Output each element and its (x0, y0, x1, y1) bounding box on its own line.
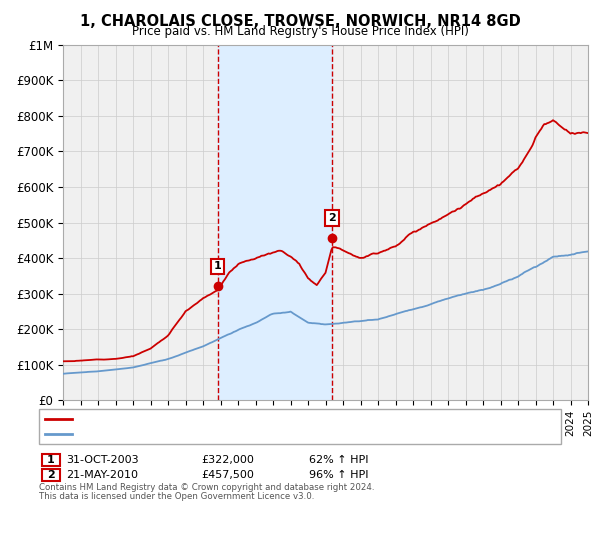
Text: 1: 1 (214, 262, 221, 272)
Text: This data is licensed under the Open Government Licence v3.0.: This data is licensed under the Open Gov… (39, 492, 314, 501)
Text: 96% ↑ HPI: 96% ↑ HPI (309, 470, 368, 480)
Text: HPI: Average price, detached house, South Norfolk: HPI: Average price, detached house, Sout… (78, 429, 342, 439)
Text: Price paid vs. HM Land Registry's House Price Index (HPI): Price paid vs. HM Land Registry's House … (131, 25, 469, 38)
Text: 1, CHAROLAIS CLOSE, TROWSE, NORWICH, NR14 8GD (detached house): 1, CHAROLAIS CLOSE, TROWSE, NORWICH, NR1… (78, 413, 454, 423)
Text: £322,000: £322,000 (201, 455, 254, 465)
Text: 21-MAY-2010: 21-MAY-2010 (66, 470, 138, 480)
Text: 62% ↑ HPI: 62% ↑ HPI (309, 455, 368, 465)
Text: 1, CHAROLAIS CLOSE, TROWSE, NORWICH, NR14 8GD: 1, CHAROLAIS CLOSE, TROWSE, NORWICH, NR1… (80, 14, 520, 29)
Text: 2: 2 (328, 213, 336, 223)
Text: Contains HM Land Registry data © Crown copyright and database right 2024.: Contains HM Land Registry data © Crown c… (39, 483, 374, 492)
Text: £457,500: £457,500 (201, 470, 254, 480)
Bar (218, 45, 332, 400)
Text: 2: 2 (47, 470, 55, 480)
Text: 31-OCT-2003: 31-OCT-2003 (66, 455, 139, 465)
Text: 1: 1 (47, 455, 55, 465)
